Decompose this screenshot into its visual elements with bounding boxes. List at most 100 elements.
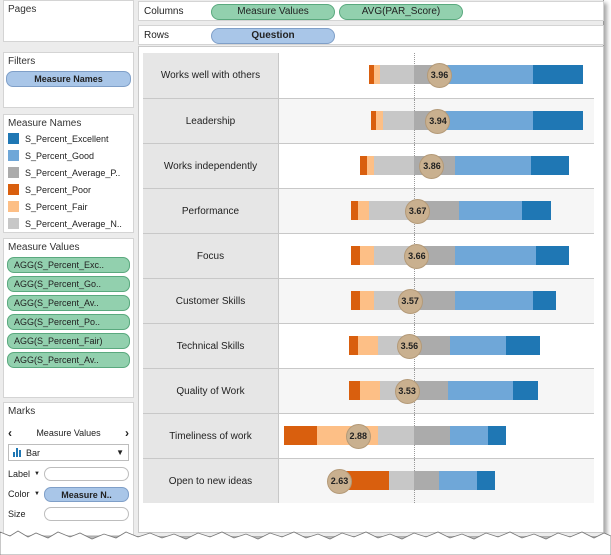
legend-item[interactable]: S_Percent_Poor xyxy=(4,181,133,198)
bar-segment[interactable] xyxy=(445,111,534,130)
row-header-label[interactable]: Quality of Work xyxy=(143,369,279,413)
row-header-label[interactable]: Works well with others xyxy=(143,53,279,98)
bar-segment[interactable] xyxy=(283,426,318,445)
bar-segment[interactable] xyxy=(533,65,583,84)
row-header-label[interactable]: Focus xyxy=(143,234,279,278)
avg-score-marker[interactable]: 3.86 xyxy=(419,154,445,179)
avg-score-marker[interactable]: 2.63 xyxy=(327,469,352,494)
bar-segment[interactable] xyxy=(535,246,570,265)
bar-segment[interactable] xyxy=(360,246,374,265)
legend-item[interactable]: S_Percent_Good xyxy=(4,147,133,164)
bar-segment[interactable] xyxy=(477,471,495,490)
row-header-label[interactable]: Open to new ideas xyxy=(143,459,279,503)
avg-score-marker[interactable]: 3.57 xyxy=(397,289,423,314)
columns-shelf[interactable]: Columns Measure Values AVG(PAR_Score) xyxy=(138,1,604,21)
legend-item[interactable]: S_Percent_Average_P.. xyxy=(4,164,133,181)
bar-segment[interactable] xyxy=(414,381,448,400)
row-header-label[interactable]: Works independently xyxy=(143,144,279,188)
bar-segment[interactable] xyxy=(369,65,374,84)
chart-row: Leadership 3.94 xyxy=(143,98,594,143)
bar-segment[interactable] xyxy=(380,65,414,84)
row-header-label[interactable]: Performance xyxy=(143,189,279,233)
avg-score-marker[interactable]: 3.96 xyxy=(427,63,452,88)
row-plot-area: 2.63 xyxy=(279,459,594,503)
measure-value-pill[interactable]: AGG(S_Percent_Av.. xyxy=(7,352,130,368)
label-shelf[interactable] xyxy=(43,467,129,481)
bar-segment[interactable] xyxy=(389,471,414,490)
row-header-label[interactable]: Timeliness of work xyxy=(143,414,279,458)
bar-segment[interactable] xyxy=(373,246,414,265)
bar-segment[interactable] xyxy=(447,65,534,84)
rows-pill-question[interactable]: Question xyxy=(211,28,335,44)
bar-segment[interactable] xyxy=(348,381,360,400)
rows-shelf[interactable]: Rows Question xyxy=(138,25,604,45)
bar-segment[interactable] xyxy=(454,246,536,265)
row-header-label[interactable]: Technical Skills xyxy=(143,324,279,368)
bar-segment[interactable] xyxy=(373,65,381,84)
bar-segment[interactable] xyxy=(360,291,374,310)
avg-score-marker[interactable]: 3.66 xyxy=(404,244,430,269)
avg-score-marker[interactable]: 3.94 xyxy=(425,109,451,134)
avg-score-marker[interactable]: 3.53 xyxy=(394,379,420,404)
measure-value-pill[interactable]: AGG(S_Percent_Fair) xyxy=(7,333,130,349)
bar-segment[interactable] xyxy=(351,246,360,265)
bar-segment[interactable] xyxy=(454,156,531,175)
bar-segment[interactable] xyxy=(513,381,538,400)
bar-segment[interactable] xyxy=(414,291,455,310)
bar-segment[interactable] xyxy=(414,336,450,355)
legend-label: S_Percent_Average_N.. xyxy=(25,218,122,229)
bar-segment[interactable] xyxy=(371,111,376,130)
bar-segment[interactable] xyxy=(366,156,374,175)
bar-segment[interactable] xyxy=(414,471,439,490)
chevron-left-icon[interactable]: ‹ xyxy=(8,426,12,440)
columns-pill-avg-par-score[interactable]: AVG(PAR_Score) xyxy=(339,4,463,20)
bar-segment[interactable] xyxy=(373,156,414,175)
bar-segment[interactable] xyxy=(378,426,414,445)
bar-segment[interactable] xyxy=(339,471,390,490)
bar-segment[interactable] xyxy=(450,426,489,445)
color-pill-measure-names[interactable]: Measure N.. xyxy=(43,486,129,502)
measure-value-pill[interactable]: AGG(S_Percent_Exc.. xyxy=(7,257,130,273)
bar-segment[interactable] xyxy=(360,156,367,175)
bar-chart-icon xyxy=(13,448,21,457)
measure-value-pill[interactable]: AGG(S_Percent_Po.. xyxy=(7,314,130,330)
legend-item[interactable]: S_Percent_Excellent xyxy=(4,130,133,147)
row-header-label[interactable]: Leadership xyxy=(143,99,279,143)
bar-segment[interactable] xyxy=(522,201,552,220)
bar-segment[interactable] xyxy=(533,291,556,310)
bar-segment[interactable] xyxy=(414,426,450,445)
size-shelf[interactable] xyxy=(44,507,129,521)
bar-segment[interactable] xyxy=(459,201,522,220)
avg-score-marker[interactable]: 2.88 xyxy=(345,424,371,449)
legend-item[interactable]: S_Percent_Fair xyxy=(4,198,133,215)
bar-segment[interactable] xyxy=(382,111,414,130)
measure-value-pill[interactable]: AGG(S_Percent_Av.. xyxy=(7,295,130,311)
row-header-label[interactable]: Customer Skills xyxy=(143,279,279,323)
bar-segment[interactable] xyxy=(348,336,358,355)
bar-segment[interactable] xyxy=(360,381,381,400)
bar-segment[interactable] xyxy=(488,426,507,445)
filter-pill-measure-names[interactable]: Measure Names xyxy=(6,71,131,87)
columns-pill-measure-values[interactable]: Measure Values xyxy=(211,4,335,20)
bar-segment[interactable] xyxy=(351,201,358,220)
bar-segment[interactable] xyxy=(447,381,513,400)
bar-segment[interactable] xyxy=(450,336,507,355)
bar-segment[interactable] xyxy=(357,336,378,355)
mark-type-select[interactable]: Bar ▼ xyxy=(8,444,129,461)
legend-item[interactable]: S_Percent_Average_N.. xyxy=(4,215,133,232)
bar-segment[interactable] xyxy=(454,291,534,310)
bar-segment[interactable] xyxy=(438,471,477,490)
chevron-right-icon[interactable]: › xyxy=(125,426,129,440)
bar-segment[interactable] xyxy=(533,111,583,130)
chart-row: Open to new ideas 2.63 xyxy=(143,458,594,503)
color-legend: S_Percent_Excellent S_Percent_Good S_Perce… xyxy=(4,130,133,232)
bar-segment[interactable] xyxy=(369,201,414,220)
bar-segment[interactable] xyxy=(375,111,383,130)
bar-segment[interactable] xyxy=(506,336,540,355)
bar-segment[interactable] xyxy=(531,156,570,175)
measure-value-pill[interactable]: AGG(S_Percent_Go.. xyxy=(7,276,130,292)
avg-score-marker[interactable]: 3.56 xyxy=(396,334,422,359)
bar-segment[interactable] xyxy=(351,291,360,310)
avg-score-marker[interactable]: 3.67 xyxy=(405,199,431,224)
bar-segment[interactable] xyxy=(357,201,369,220)
